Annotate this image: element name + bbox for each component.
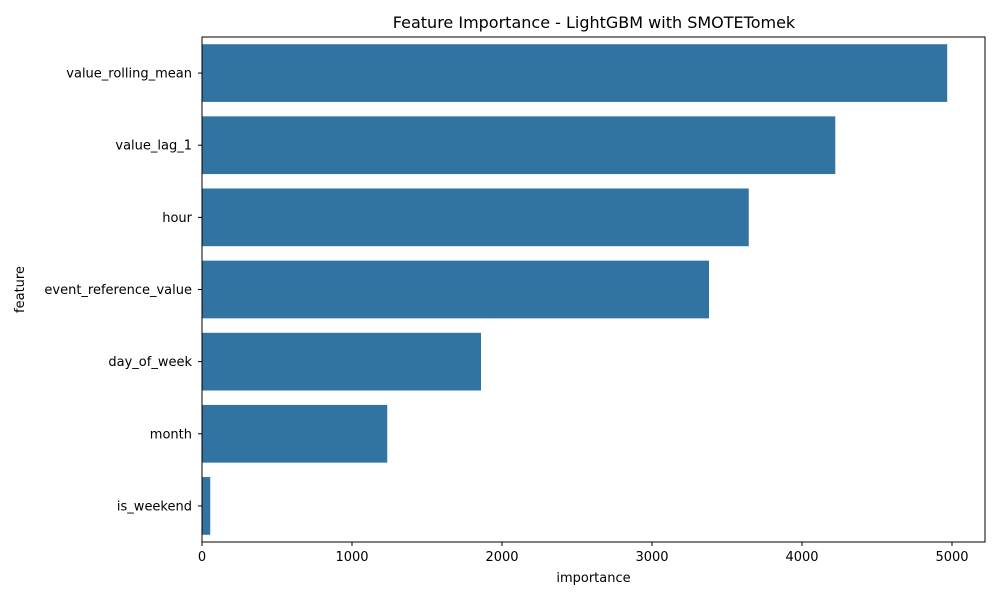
y-tick-label: is_weekend (117, 499, 192, 514)
y-axis-label: feature (13, 266, 28, 313)
bar-event-reference-value (202, 260, 709, 319)
x-axis-ticks: 0 1000 2000 3000 4000 5000 (198, 542, 969, 565)
x-tick-label: 2000 (485, 550, 518, 565)
y-tick-label: day_of_week (108, 355, 192, 370)
bar-value-rolling-mean (202, 44, 948, 102)
x-tick-label: 4000 (785, 550, 818, 565)
x-tick-label: 5000 (935, 550, 968, 565)
bar-month (202, 404, 388, 463)
y-tick-label: month (150, 427, 192, 442)
y-tick-label: value_lag_1 (115, 139, 192, 154)
bars-layer (202, 44, 948, 535)
plot-frame (201, 36, 986, 543)
chart-title: Feature Importance - LightGBM with SMOTE… (393, 13, 796, 32)
bar-is-weekend (202, 477, 211, 535)
bar-value-lag-1 (202, 116, 836, 175)
y-tick-label: hour (162, 211, 192, 226)
bar-day-of-week (202, 332, 481, 391)
x-tick-label: 3000 (635, 550, 668, 565)
bar-hour (202, 188, 749, 247)
y-tick-label: value_rolling_mean (66, 67, 192, 82)
x-tick-label: 1000 (335, 550, 368, 565)
x-tick-label: 0 (198, 550, 206, 565)
x-axis-label: importance (556, 571, 630, 586)
y-tick-label: event_reference_value (44, 283, 192, 298)
